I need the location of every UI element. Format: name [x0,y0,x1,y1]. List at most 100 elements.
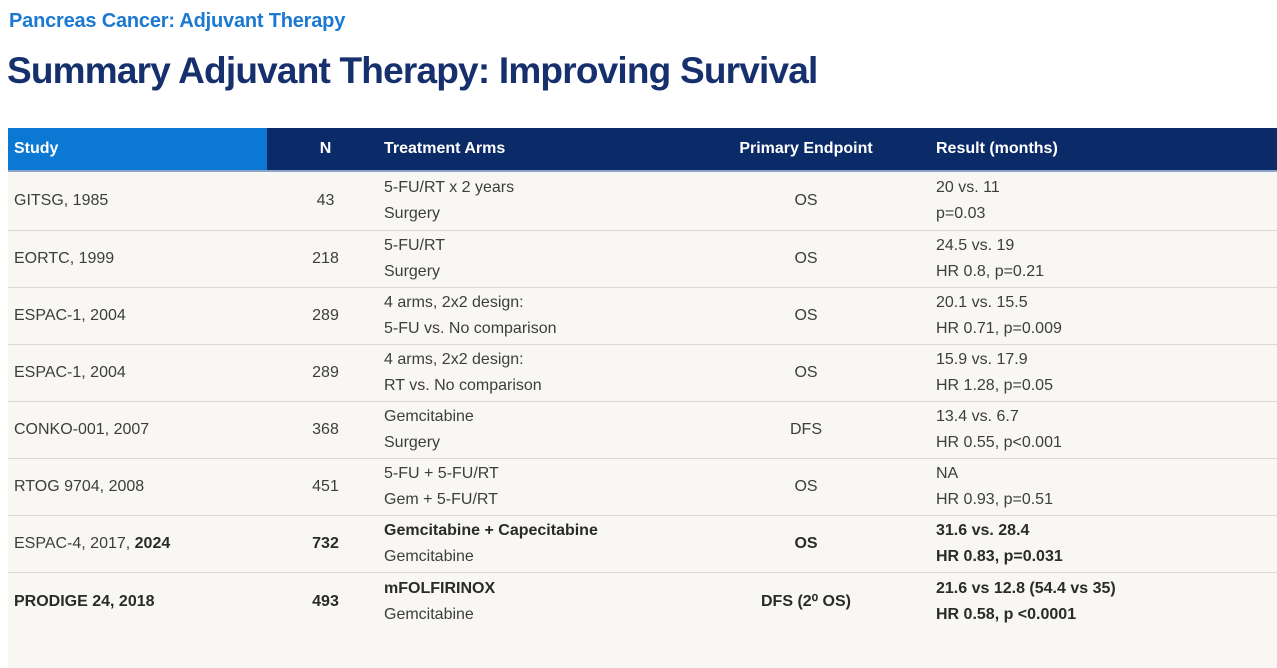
table-row: ESPAC-1, 2004 289 4 arms, 2x2 design: 5-F… [8,288,1277,345]
cell-treatment-arms: 4 arms, 2x2 design: RT vs. No comparison [384,345,700,401]
table-header-row: Study N Treatment Arms Primary Endpoint … [8,128,1277,172]
column-header-n: N [319,140,332,157]
cell-study: ESPAC-1, 2004 [8,345,267,401]
cell-treatment-arms: 5-FU/RT x 2 years Surgery [384,172,700,230]
study-name: PRODIGE 24, 2018 [14,589,267,615]
page-title: Summary Adjuvant Therapy: Improving Surv… [7,50,818,91]
treatment-arm-2: Surgery [384,434,441,451]
column-header-result-months: Result (months) [936,140,1058,157]
cell-primary-endpoint: OS [794,250,818,267]
cell-n: 451 [312,478,339,495]
treatment-arm-1: 4 arms, 2x2 design: [384,351,524,368]
cell-result: 24.5 vs. 19 HR 0.8, p=0.21 [912,231,1277,287]
cell-n: 43 [316,192,335,209]
study-name-bold: 2024 [134,535,171,552]
column-header-treatment-arms: Treatment Arms [384,140,506,157]
cell-primary-endpoint: DFS (2⁰ OS) [761,592,851,610]
result-line-2: HR 0.93, p=0.51 [936,491,1053,508]
result-line-2: HR 0.71, p=0.009 [936,320,1062,337]
treatment-arm-2: 5-FU vs. No comparison [384,320,557,337]
treatment-arm-1: 5-FU/RT [384,237,446,254]
result-line-2: HR 0.55, p<0.001 [936,434,1062,451]
result-line-1: 20 vs. 11 [936,179,1000,196]
cell-primary-endpoint: OS [794,535,818,552]
treatment-arm-1: Gemcitabine + Capecitabine [384,522,598,539]
treatment-arm-2: Gemcitabine [384,605,474,623]
table-row: EORTC, 1999 218 5-FU/RT Surgery OS 24.5 v… [8,231,1277,288]
cell-n: 289 [312,364,339,381]
result-line-1: 24.5 vs. 19 [936,237,1015,254]
result-line-1: NA [936,465,959,482]
treatment-arm-2: Gem + 5-FU/RT [384,491,498,508]
cell-result: 31.6 vs. 28.4 HR 0.83, p=0.031 [912,516,1277,572]
treatment-arm-1: Gemcitabine [384,408,474,425]
column-header-study: Study [8,128,267,170]
study-name: CONKO-001, 2007 [14,417,267,443]
cell-study: RTOG 9704, 2008 [8,459,267,515]
result-line-2: HR 1.28, p=0.05 [936,377,1053,394]
result-line-1: 21.6 vs 12.8 (54.4 vs 35) [936,579,1116,597]
study-name-normal: EORTC, 1999 [14,250,115,267]
treatment-arm-1: 5-FU + 5-FU/RT [384,465,499,482]
study-name: EORTC, 1999 [14,246,267,272]
cell-n: 368 [312,421,339,438]
result-line-2: HR 0.58, p <0.0001 [936,605,1077,623]
study-name-normal: GITSG, 1985 [14,192,109,209]
cell-primary-endpoint: OS [794,307,818,324]
cell-primary-endpoint: OS [794,364,818,381]
cell-n: 732 [312,535,339,552]
treatment-arm-1: mFOLFIRINOX [384,579,496,597]
study-name: GITSG, 1985 [14,188,267,214]
study-name: RTOG 9704, 2008 [14,474,267,500]
treatment-arm-1: 5-FU/RT x 2 years [384,179,515,196]
table-row: PRODIGE 24, 2018 493 mFOLFIRINOX Gemcitab… [8,573,1277,668]
cell-primary-endpoint: OS [794,192,818,209]
adjuvant-therapy-table: Study N Treatment Arms Primary Endpoint … [8,128,1277,668]
result-line-1: 13.4 vs. 6.7 [936,408,1019,425]
result-line-1: 20.1 vs. 15.5 [936,294,1028,311]
cell-result: 20.1 vs. 15.5 HR 0.71, p=0.009 [912,288,1277,344]
table-row: ESPAC-1, 2004 289 4 arms, 2x2 design: RT … [8,345,1277,402]
slide-eyebrow: Pancreas Cancer: Adjuvant Therapy [9,10,346,32]
treatment-arm-2: Surgery [384,205,441,222]
study-name-normal: ESPAC-1, 2004 [14,307,126,324]
study-name-normal: CONKO-001, 2007 [14,421,150,438]
cell-study: ESPAC-4, 2017, 2024 [8,516,267,572]
table-row: CONKO-001, 2007 368 Gemcitabine Surgery D… [8,402,1277,459]
cell-treatment-arms: 5-FU + 5-FU/RT Gem + 5-FU/RT [384,459,700,515]
result-line-2: p=0.03 [936,205,986,222]
treatment-arm-2: RT vs. No comparison [384,377,542,394]
cell-treatment-arms: 5-FU/RT Surgery [384,231,700,287]
study-name: ESPAC-1, 2004 [14,303,267,329]
cell-n: 289 [312,307,339,324]
result-line-2: HR 0.83, p=0.031 [936,548,1063,565]
cell-result: 21.6 vs 12.8 (54.4 vs 35) HR 0.58, p <0.0… [912,573,1277,630]
cell-study: GITSG, 1985 [8,172,267,230]
cell-result: 20 vs. 11 p=0.03 [912,172,1277,230]
column-header-primary-endpoint: Primary Endpoint [739,140,873,157]
cell-treatment-arms: mFOLFIRINOX Gemcitabine [384,573,700,630]
table-body: GITSG, 1985 43 5-FU/RT x 2 years Surgery … [8,172,1277,668]
cell-treatment-arms: Gemcitabine Surgery [384,402,700,458]
study-name-bold: PRODIGE 24, 2018 [14,592,155,610]
cell-result: 15.9 vs. 17.9 HR 1.28, p=0.05 [912,345,1277,401]
cell-n: 493 [312,592,339,610]
cell-primary-endpoint: OS [794,478,818,495]
cell-result: 13.4 vs. 6.7 HR 0.55, p<0.001 [912,402,1277,458]
cell-result: NA HR 0.93, p=0.51 [912,459,1277,515]
table-row: GITSG, 1985 43 5-FU/RT x 2 years Surgery … [8,172,1277,231]
cell-study: EORTC, 1999 [8,231,267,287]
table-row: RTOG 9704, 2008 451 5-FU + 5-FU/RT Gem + … [8,459,1277,516]
cell-primary-endpoint: DFS [790,421,822,438]
study-name: ESPAC-1, 2004 [14,360,267,386]
cell-study: CONKO-001, 2007 [8,402,267,458]
cell-n: 218 [312,250,339,267]
study-name-normal: ESPAC-4, 2017, [14,535,135,552]
study-name-normal: RTOG 9704, 2008 [14,478,145,495]
result-line-1: 31.6 vs. 28.4 [936,522,1030,539]
cell-study: PRODIGE 24, 2018 [8,573,267,630]
treatment-arm-2: Surgery [384,263,441,280]
table-row: ESPAC-4, 2017, 2024 732 Gemcitabine + Ca… [8,516,1277,573]
study-name-normal: ESPAC-1, 2004 [14,364,126,381]
study-name: ESPAC-4, 2017, 2024 [14,531,267,557]
